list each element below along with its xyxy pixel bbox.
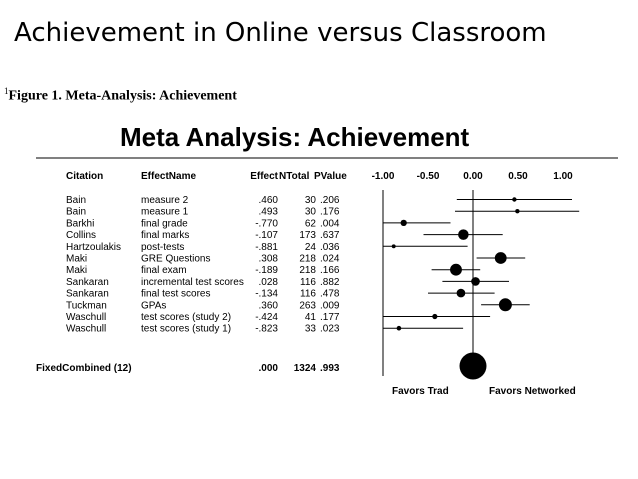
chart-title: Meta Analysis: Achievement — [120, 122, 470, 152]
row-ntotal: 116 — [300, 289, 316, 300]
table-rows: Bain measure 2 .460 30.206 Bain measure 1 .493… — [36, 195, 340, 374]
row-pvalue: .882 — [320, 277, 340, 288]
combined-effect-value: .000 — [259, 363, 279, 374]
effect-point — [471, 277, 480, 286]
row-effect-value: .028 — [259, 277, 279, 288]
figure-caption: 1Figure 1. Meta-Analysis: Achievement — [4, 86, 237, 105]
row-effect-name: measure 1 — [141, 207, 189, 218]
row-effect-name: measure 2 — [141, 195, 189, 206]
row-citation: Sankaran — [66, 289, 109, 300]
row-citation: Maki — [66, 254, 87, 265]
header-effect: Effect — [250, 171, 278, 182]
row-effect-value: -.424 — [255, 312, 278, 323]
row-ntotal: 173 — [299, 230, 316, 241]
row-effect-value: .308 — [259, 254, 279, 265]
row-effect-name: final test scores — [141, 289, 210, 300]
row-ntotal: 218 — [299, 265, 316, 276]
header-ntotal: NTotal — [279, 171, 310, 182]
row-citation: Barkhi — [66, 218, 94, 229]
effect-point — [456, 288, 466, 298]
row-pvalue: .166 — [320, 265, 340, 276]
row-ntotal: 33 — [305, 324, 317, 335]
effect-point — [498, 298, 512, 312]
row-effect-name: final exam — [141, 265, 187, 276]
effect-point — [432, 313, 438, 320]
row-effect-name: final marks — [141, 230, 189, 241]
row-effect-value: -.134 — [255, 289, 278, 300]
row-effect-name: post-tests — [141, 242, 184, 253]
row-effect-name: test scores (study 1) — [141, 324, 231, 335]
row-ntotal: 30 — [305, 207, 317, 218]
row-pvalue: .206 — [320, 195, 340, 206]
row-citation: Sankaran — [66, 277, 109, 288]
combined-pvalue: .993 — [320, 363, 340, 374]
row-effect-name: incremental test scores — [141, 277, 244, 288]
row-pvalue: .023 — [320, 324, 340, 335]
row-effect-value: -.107 — [255, 230, 278, 241]
row-citation: Collins — [66, 230, 96, 241]
x-tick-label: 0.50 — [508, 171, 528, 182]
row-pvalue: .024 — [320, 254, 340, 265]
row-ntotal: 62 — [305, 218, 317, 229]
row-citation: Waschull — [66, 324, 106, 335]
row-citation: Maki — [66, 265, 87, 276]
effect-point — [391, 244, 396, 249]
row-effect-value: -.823 — [255, 324, 278, 335]
row-ntotal: 116 — [300, 277, 316, 288]
row-pvalue: .177 — [320, 312, 340, 323]
header-effectname: EffectName — [141, 171, 196, 182]
effect-point — [515, 209, 520, 214]
row-pvalue: .009 — [320, 300, 340, 311]
row-citation: Bain — [66, 207, 86, 218]
effect-point — [512, 197, 517, 202]
favors-right-label: Favors Networked — [489, 386, 576, 397]
row-effect-value: -.189 — [255, 265, 278, 276]
forest-marks — [383, 197, 580, 380]
row-effect-name: GPAs — [141, 300, 166, 311]
row-effect-value: -.881 — [255, 242, 278, 253]
effect-point — [450, 263, 462, 276]
row-ntotal: 24 — [305, 242, 317, 253]
header-pvalue: PValue — [314, 171, 347, 182]
figure-caption-marker: 1 — [4, 86, 9, 96]
x-tick-label: 0.00 — [463, 171, 483, 182]
row-citation: Bain — [66, 195, 86, 206]
x-axis-ticks: -1.00 -0.50 0.00 0.50 1.00 — [372, 171, 574, 182]
combined-ntotal: 1324 — [294, 363, 317, 374]
row-pvalue: .036 — [320, 242, 340, 253]
row-citation: Hartzoulakis — [66, 242, 121, 253]
row-citation: Tuckman — [66, 300, 107, 311]
row-pvalue: .637 — [320, 230, 340, 241]
combined-label: FixedCombined (12) — [36, 363, 132, 374]
header-citation: Citation — [66, 171, 103, 182]
combined-effect-point — [459, 352, 487, 380]
effect-point — [396, 325, 402, 331]
row-effect-name: final grade — [141, 218, 188, 229]
row-effect-name: GRE Questions — [141, 254, 210, 265]
row-citation: Waschull — [66, 312, 106, 323]
row-ntotal: 218 — [299, 254, 316, 265]
x-tick-label: -1.00 — [372, 171, 395, 182]
row-pvalue: .004 — [320, 218, 340, 229]
row-effect-value: .360 — [259, 300, 279, 311]
row-pvalue: .478 — [320, 289, 340, 300]
effect-point — [494, 252, 507, 264]
row-effect-name: test scores (study 2) — [141, 312, 231, 323]
row-effect-value: .460 — [259, 195, 279, 206]
slide-title: Achievement in Online versus Classroom — [14, 18, 547, 48]
row-pvalue: .176 — [320, 207, 340, 218]
row-effect-value: -.770 — [255, 218, 278, 229]
effect-point — [400, 219, 407, 227]
row-ntotal: 41 — [305, 312, 317, 323]
effect-point — [458, 229, 469, 240]
row-ntotal: 263 — [299, 300, 316, 311]
x-tick-label: 1.00 — [553, 171, 573, 182]
figure-caption-text: Figure 1. Meta-Analysis: Achievement — [8, 88, 237, 104]
row-effect-value: .493 — [259, 207, 279, 218]
x-tick-label: -0.50 — [417, 171, 440, 182]
row-ntotal: 30 — [305, 195, 317, 206]
favors-left-label: Favors Trad — [392, 386, 449, 397]
